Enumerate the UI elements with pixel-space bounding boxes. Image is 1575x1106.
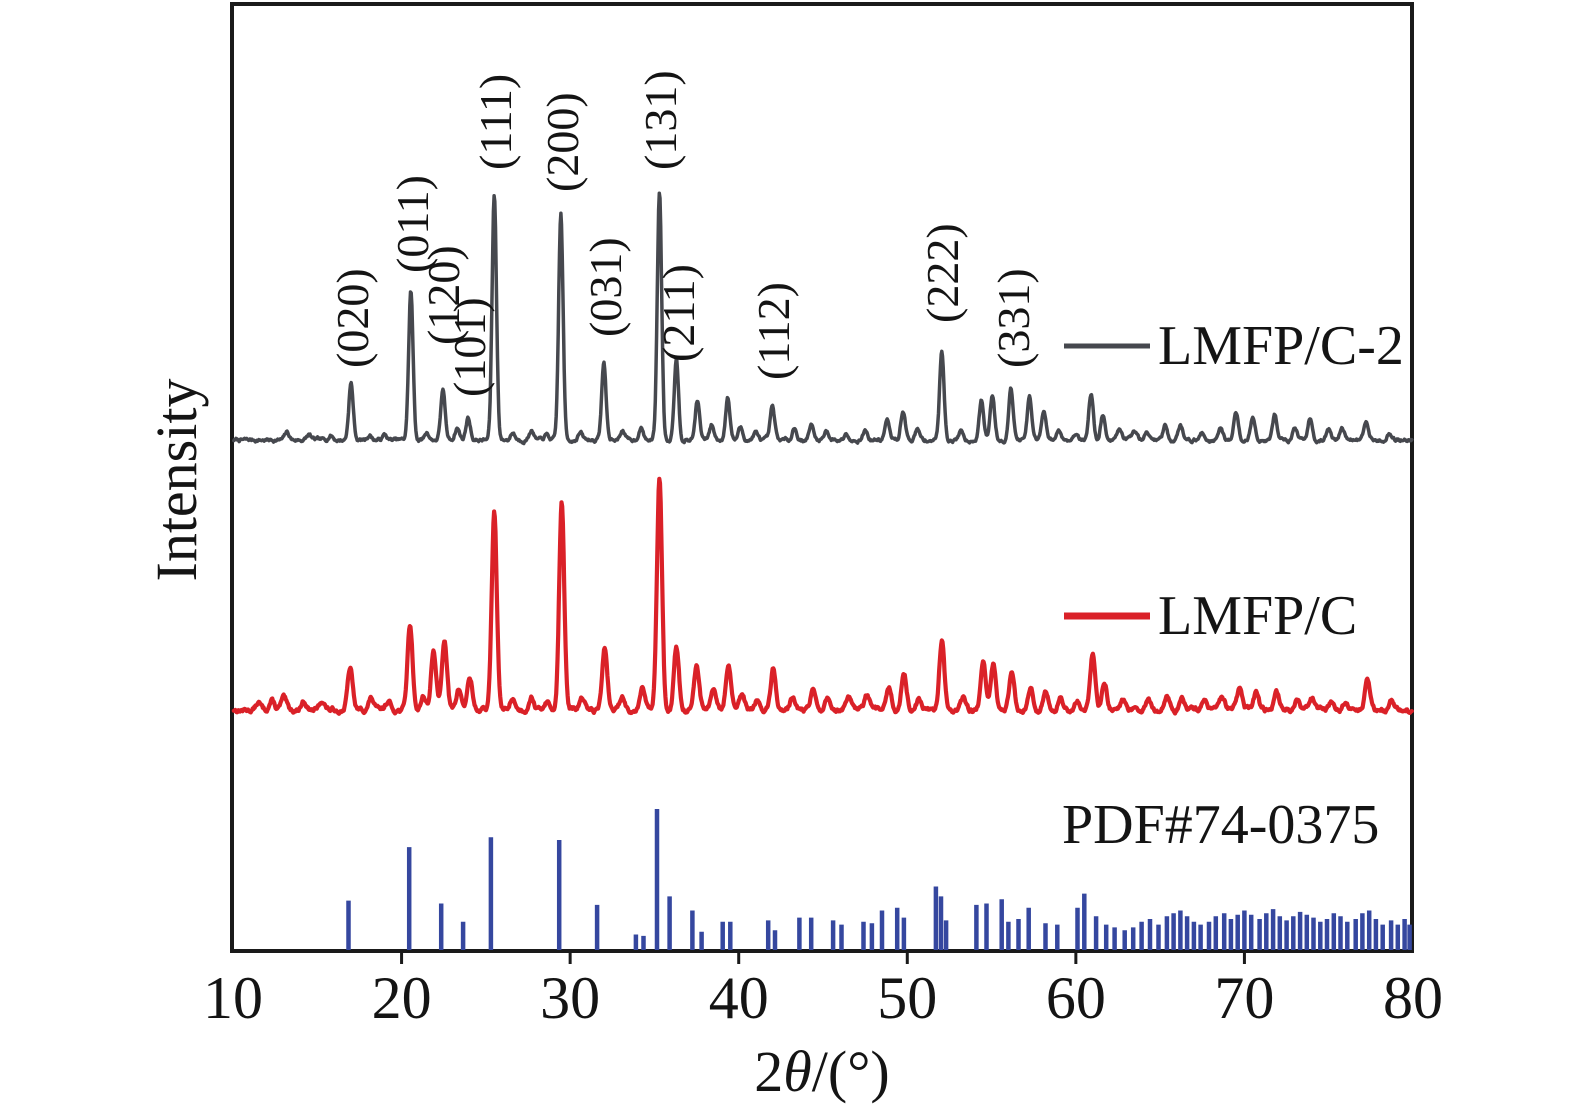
peak-label-(031): (031) — [579, 237, 631, 337]
peak-label-(211): (211) — [653, 264, 705, 362]
x-tick-label-40: 40 — [708, 965, 769, 1031]
x-tick-label-80: 80 — [1383, 965, 1443, 1031]
x-axis-label-suffix: /(°) — [811, 1039, 890, 1104]
peak-label-(331): (331) — [987, 268, 1039, 368]
xrd-curve-lmfp-c-2 — [232, 191, 1414, 446]
x-axis-label: 2θ/(°) — [754, 1043, 889, 1101]
x-tick-label-70: 70 — [1214, 965, 1275, 1031]
legend-label-lmfp-c-2: LMFP/C-2 — [1158, 315, 1404, 377]
legend-label-lmfp-c: LMFP/C — [1158, 585, 1358, 647]
peak-label-(200): (200) — [536, 92, 588, 192]
x-tick-label-10: 10 — [203, 965, 263, 1031]
x-tick-label-50: 50 — [877, 965, 938, 1031]
y-axis-label: Intensity — [144, 378, 209, 582]
peak-label-(111): (111) — [470, 73, 522, 170]
peak-label-(131): (131) — [635, 70, 687, 170]
x-axis-label-prefix: 2 — [754, 1039, 784, 1104]
x-axis-ticks — [400, 952, 1246, 964]
peak-label-(112): (112) — [748, 282, 800, 380]
pdf-reference-sticks — [346, 809, 1412, 950]
peak-label-(222): (222) — [917, 223, 968, 323]
x-tick-label-60: 60 — [1045, 965, 1106, 1031]
x-tick-label-30: 30 — [540, 965, 601, 1031]
reference-card-label: PDF#74-0375 — [1062, 794, 1380, 856]
xrd-curve-lmfp-c — [231, 476, 1414, 716]
x-tick-label-20: 20 — [371, 965, 432, 1031]
peak-label-(020): (020) — [327, 268, 378, 368]
peak-label-(101): (101) — [444, 297, 496, 397]
x-axis-label-theta: θ — [783, 1039, 812, 1104]
plot-frame — [230, 2, 1414, 953]
